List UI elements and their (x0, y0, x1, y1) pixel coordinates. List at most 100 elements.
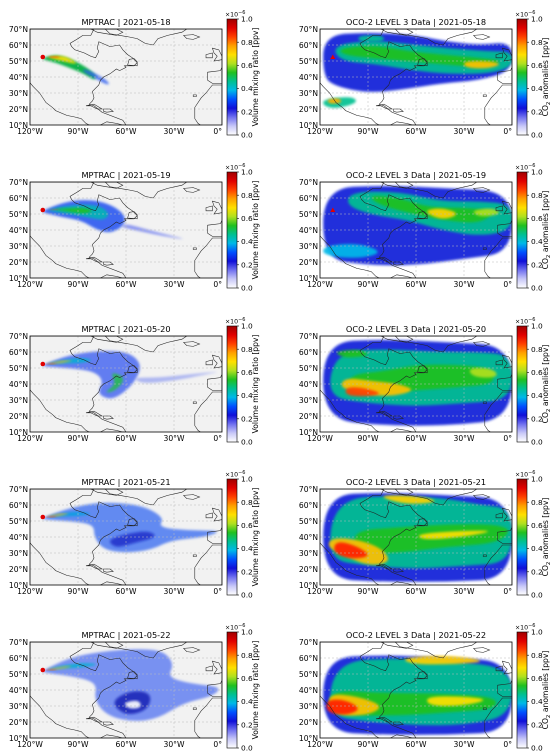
colorbar-tick-label: 0.2 (241, 720, 253, 729)
colorbar: 0.0 0.2 0.4 0.6 0.8 1.0×10−6 Volume mixing rat… (225, 470, 260, 600)
lon-tick-label: 90°W (358, 740, 379, 749)
colorbar-tick-label: 1.0 (241, 322, 253, 331)
lat-tick-label: 30°N (9, 396, 28, 405)
colorbar-tick-label: 1.0 (531, 475, 543, 484)
anomaly-field (326, 699, 358, 715)
coastline (375, 256, 393, 263)
colorbar: 0.0 0.2 0.4 0.6 0.8 1.0×10−6 CO2 anomalies [pp… (515, 623, 550, 753)
lat-tick-label: 40°N (299, 226, 318, 235)
coastline (194, 237, 222, 278)
lat-tick-label: 70°N (299, 485, 318, 494)
lon-tick-label: 60°W (116, 434, 137, 443)
lon-tick-label: 60°W (116, 740, 137, 749)
source-marker (40, 361, 46, 367)
coastline (417, 671, 428, 680)
colorbar-tick-label: 0.2 (531, 107, 543, 116)
plume-field (45, 362, 57, 365)
lat-tick-label: 60°N (9, 348, 28, 357)
colorbar-tick-label: 0.6 (531, 521, 543, 530)
colorbar-tick-label: 0.0 (531, 284, 543, 293)
coastline (182, 341, 201, 347)
lat-tick-label: 20°N (9, 258, 28, 267)
lat-tick-label: 70°N (299, 332, 318, 341)
colorbar-tick-label: 0.8 (241, 191, 253, 200)
colorbar-tick-label: 1.0 (241, 168, 253, 177)
lat-tick-label: 10°N (9, 274, 28, 283)
coastline (207, 527, 222, 544)
lat-tick-label: 60°N (299, 348, 318, 357)
colorbar-multiplier: ×10−6 (225, 470, 245, 479)
coastline (393, 721, 404, 726)
lon-tick-label: 60°W (406, 740, 427, 749)
map-frame (319, 28, 513, 126)
coastline (194, 84, 222, 125)
lat-tick-label: 50°N (9, 517, 28, 526)
lon-tick-label: 90°W (358, 587, 379, 596)
coastline (205, 52, 213, 59)
lat-tick-label: 30°N (299, 242, 318, 251)
lat-tick-label: 40°N (299, 686, 318, 695)
lat-tick-label: 20°N (299, 412, 318, 421)
colorbar-tick-label: 1.0 (241, 475, 253, 484)
coastline (103, 415, 114, 420)
lat-tick-label: 10°N (299, 121, 318, 130)
lat-tick-label: 30°N (299, 549, 318, 558)
coastline (192, 554, 197, 557)
map-frame (29, 488, 223, 586)
map-frame (29, 28, 223, 126)
lon-tick-label: 0° (503, 587, 512, 596)
coastline (482, 554, 487, 557)
lon-tick-label: 60°W (116, 587, 137, 596)
lat-tick-label: 60°N (299, 41, 318, 50)
lon-tick-label: 120°W (307, 127, 333, 136)
colorbar-tick-label: 1.0 (241, 628, 253, 637)
colorbar-tick-label: 0.2 (531, 720, 543, 729)
lon-tick-label: 120°W (17, 127, 43, 136)
colorbar: 0.0 0.2 0.4 0.6 0.8 1.0×10−6 Volume mixing rat… (225, 10, 260, 140)
coastline (30, 489, 138, 585)
lon-tick-label: 0° (503, 127, 512, 136)
colorbar-tick-label: 0.4 (531, 544, 543, 553)
colorbar-tick-label: 0.0 (241, 438, 253, 447)
lat-tick-label: 10°N (9, 581, 28, 590)
plume-field (106, 373, 123, 393)
map-panel-mptrac-5: MPTRAC | 2021-05-22 10°N 20°N 30°N 40°N 50°N 6… (9, 623, 260, 753)
lon-tick-label: 120°W (17, 740, 43, 749)
panel-title: MPTRAC | 2021-05-22 (81, 630, 170, 640)
colorbar: 0.0 0.2 0.4 0.6 0.8 1.0×10−6 CO2 anomalies [pp… (515, 163, 550, 293)
coastline (207, 680, 222, 697)
coastline (211, 507, 222, 522)
plume-field (110, 531, 155, 547)
coastline (320, 29, 428, 125)
coastline (192, 401, 197, 404)
colorbar-tick-label: 0.6 (531, 214, 543, 223)
map-frame (319, 181, 513, 279)
lat-tick-label: 50°N (299, 517, 318, 526)
colorbar-tick-label: 0.4 (241, 237, 253, 246)
lon-tick-label: 120°W (17, 434, 43, 443)
colorbar-multiplier: ×10−6 (515, 163, 535, 172)
coastline (495, 359, 503, 366)
coastline (103, 721, 114, 726)
lat-tick-label: 40°N (299, 73, 318, 82)
lat-tick-label: 30°N (9, 702, 28, 711)
map-panel-mptrac-2: MPTRAC | 2021-05-19 10°N 20°N 30°N 40°N 50°N 6… (9, 163, 260, 293)
colorbar-tick-label: 0.6 (241, 214, 253, 223)
coastline (497, 527, 512, 544)
colorbar-tick-label: 0.8 (241, 651, 253, 660)
lon-tick-label: 30°W (454, 127, 475, 136)
lat-tick-label: 20°N (9, 412, 28, 421)
lat-tick-label: 70°N (299, 638, 318, 647)
coastline (103, 261, 114, 266)
lat-tick-label: 60°N (299, 654, 318, 663)
coastline (127, 671, 138, 680)
colorbar-tick-label: 0.4 (531, 391, 543, 400)
lat-tick-label: 30°N (299, 702, 318, 711)
source-marker (40, 667, 46, 673)
colorbar-tick-label: 0.8 (241, 498, 253, 507)
coastline (417, 211, 428, 220)
lat-tick-label: 20°N (299, 718, 318, 727)
plume-field (42, 55, 97, 80)
colorbar-label: CO2 anomalies [ppv] (541, 498, 550, 577)
anomaly-field (469, 368, 497, 378)
